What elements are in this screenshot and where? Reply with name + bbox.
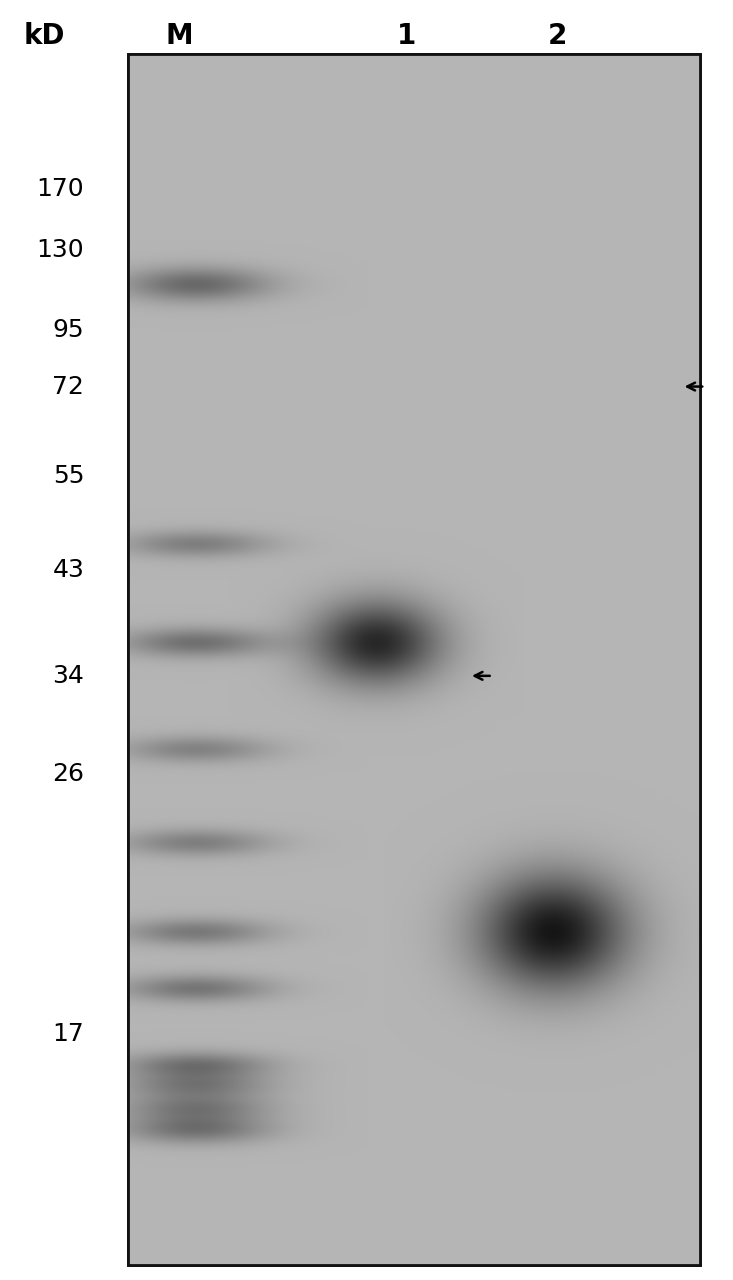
Text: 170: 170: [37, 178, 84, 201]
Text: 95: 95: [53, 319, 84, 342]
Text: 130: 130: [37, 238, 84, 261]
Text: M: M: [166, 22, 194, 50]
Text: kD: kD: [23, 22, 65, 50]
Bar: [128, 54, 700, 1265]
Text: 26: 26: [52, 763, 84, 786]
Text: 43: 43: [53, 558, 84, 581]
Bar: [128, 54, 700, 1265]
Text: 17: 17: [53, 1023, 84, 1046]
Text: 2: 2: [548, 22, 567, 50]
Text: 34: 34: [53, 664, 84, 687]
Text: 1: 1: [397, 22, 416, 50]
Text: 55: 55: [53, 465, 84, 488]
Text: 72: 72: [53, 375, 84, 398]
